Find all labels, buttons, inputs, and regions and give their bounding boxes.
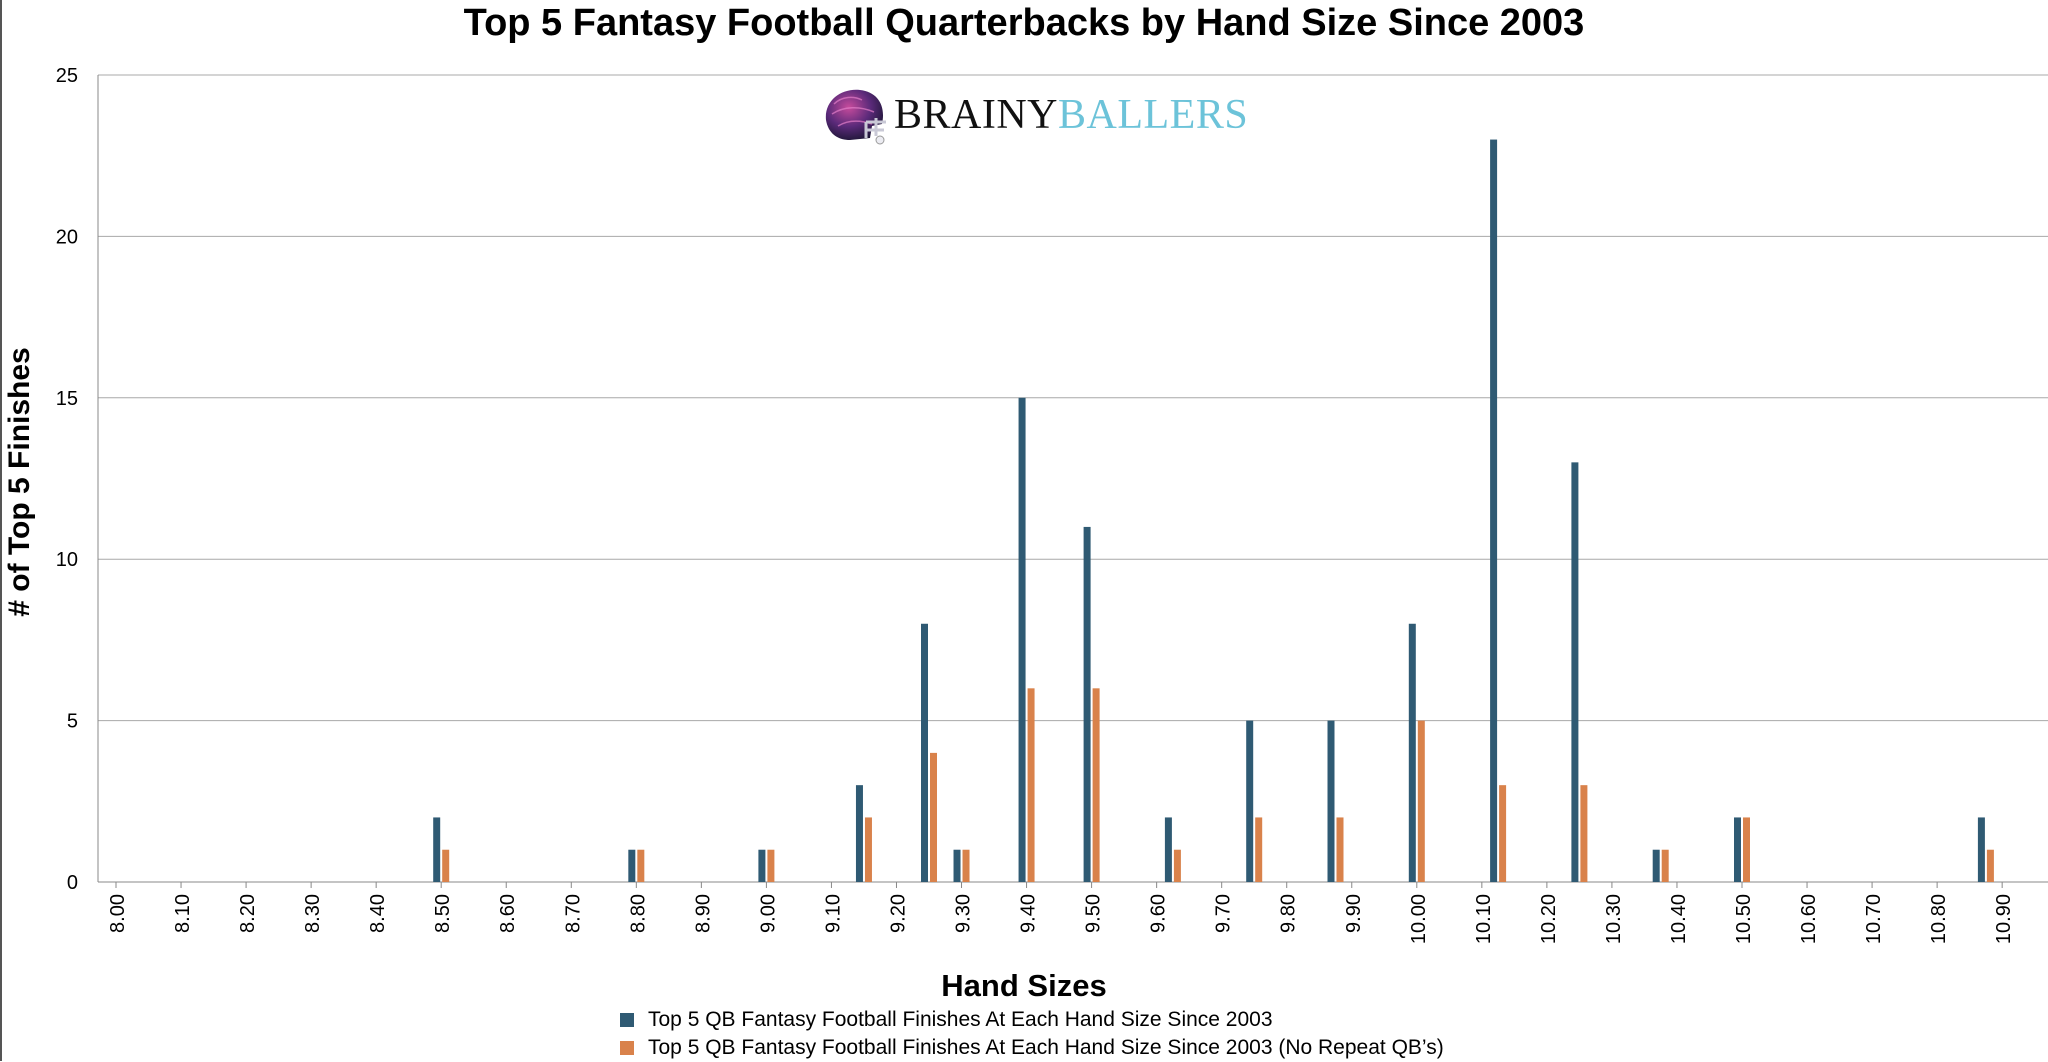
bar-series-2 <box>864 817 872 882</box>
x-tick-label: 8.00 <box>107 894 129 933</box>
y-axis-label: # of Top 5 Finishes <box>3 347 36 617</box>
legend: Top 5 QB Fantasy Football Finishes At Ea… <box>620 1006 1444 1062</box>
y-tick-label: 0 <box>67 872 78 894</box>
x-tick-label: 9.30 <box>953 894 975 933</box>
brand-logo: BRAINYBALLERS <box>820 84 1248 146</box>
bar-series-2 <box>1027 688 1035 882</box>
bar-series-2 <box>1743 817 1750 882</box>
y-tick-label: 15 <box>56 388 78 410</box>
bar-series-1 <box>855 785 863 882</box>
bar-series-1 <box>1164 817 1172 882</box>
bar-series-1 <box>1408 623 1416 882</box>
x-tick-label: 10.10 <box>1473 894 1495 944</box>
bars <box>433 139 1994 882</box>
legend-swatch-series-2 <box>620 1041 634 1055</box>
bar-series-2 <box>1661 849 1669 882</box>
y-tick-label: 10 <box>56 549 78 571</box>
bar-series-1 <box>921 623 928 882</box>
bar-series-1 <box>433 817 441 882</box>
bar-series-2 <box>1499 785 1507 882</box>
bar-series-2 <box>1580 785 1588 882</box>
x-tick-label: 10.20 <box>1538 894 1560 944</box>
bar-series-2 <box>442 849 450 882</box>
legend-swatch-series-1 <box>620 1013 634 1027</box>
x-tick-label: 10.30 <box>1603 894 1625 944</box>
y-tick-label: 5 <box>67 711 78 733</box>
x-tick-label: 10.00 <box>1408 894 1430 944</box>
bar-series-2 <box>767 849 775 882</box>
bar-series-1 <box>758 849 766 882</box>
legend-label-series-2: Top 5 QB Fantasy Football Finishes At Ea… <box>648 1036 1444 1059</box>
x-tick-label: 9.70 <box>1213 894 1235 933</box>
bar-series-2 <box>1092 688 1100 882</box>
legend-item-series-1: Top 5 QB Fantasy Football Finishes At Ea… <box>620 1006 1444 1034</box>
x-tick-label: 9.50 <box>1083 894 1105 933</box>
bar-series-1 <box>1018 397 1026 882</box>
bar-series-2 <box>1986 849 1994 882</box>
x-tick-label: 9.00 <box>757 894 779 933</box>
bar-series-1 <box>1327 720 1335 882</box>
y-tick-label: 25 <box>56 65 78 87</box>
x-tick-label: 9.40 <box>1018 894 1040 933</box>
x-tick-label: 8.10 <box>172 894 194 933</box>
x-tick-label: 10.50 <box>1733 894 1755 944</box>
bar-series-1 <box>628 849 636 882</box>
bar-series-1 <box>1571 462 1579 882</box>
bar-series-2 <box>1336 817 1344 882</box>
legend-label-series-1: Top 5 QB Fantasy Football Finishes At Ea… <box>648 1008 1273 1031</box>
bar-series-2 <box>1173 849 1181 882</box>
bar-series-2 <box>637 849 645 882</box>
axes: 0 5 10 15 20 25 8.00 8.10 8.20 8.30 8.40 8.50 8.60 8.… <box>56 65 2015 944</box>
bar-series-1 <box>1246 720 1254 882</box>
x-tick-label: 8.80 <box>627 894 649 933</box>
x-tick-label: 9.20 <box>887 894 909 933</box>
x-tick-label: 9.60 <box>1148 894 1170 933</box>
bar-series-1 <box>1652 849 1660 882</box>
x-tick-label: 10.70 <box>1863 894 1885 944</box>
x-tick-label: 8.50 <box>432 894 454 933</box>
bar-series-1 <box>1977 817 1985 882</box>
x-tick-label: 8.20 <box>237 894 259 933</box>
bar-series-1 <box>1490 139 1498 882</box>
bar-series-2 <box>1417 720 1425 882</box>
bar-series-2 <box>930 752 937 882</box>
brand-part2: BALLERS <box>1058 92 1249 138</box>
frame-border <box>0 0 2 1061</box>
bar-series-1 <box>953 849 961 882</box>
y-tick-label: 20 <box>56 226 78 248</box>
brand-part1: BRAINY <box>894 92 1059 138</box>
x-tick-label: 8.60 <box>497 894 519 933</box>
x-tick-label: 10.90 <box>1993 894 2015 944</box>
x-tick-label: 9.80 <box>1278 894 1300 933</box>
x-tick-label: 9.10 <box>822 894 844 933</box>
x-tick-label: 10.40 <box>1668 894 1690 944</box>
x-tick-label: 8.90 <box>692 894 714 933</box>
bar-series-1 <box>1734 817 1741 882</box>
x-tick-label: 8.40 <box>367 894 389 933</box>
football-helmet-icon <box>825 89 886 145</box>
brand-name: BRAINYBALLERS <box>894 91 1248 139</box>
chart-title: Top 5 Fantasy Football Quarterbacks by H… <box>463 2 1585 44</box>
x-tick-label: 10.80 <box>1928 894 1950 944</box>
x-tick-label: 8.70 <box>562 894 584 933</box>
bar-series-1 <box>1083 526 1091 882</box>
x-axis-label: Hand Sizes <box>941 968 1107 1003</box>
legend-item-series-2: Top 5 QB Fantasy Football Finishes At Ea… <box>620 1034 1444 1062</box>
grid-lines <box>98 74 2048 883</box>
x-tick-label: 9.90 <box>1343 894 1365 933</box>
bar-series-2 <box>1255 817 1263 882</box>
x-tick-label: 8.30 <box>302 894 324 933</box>
bar-series-2 <box>962 849 970 882</box>
x-tick-label: 10.60 <box>1798 894 1820 944</box>
